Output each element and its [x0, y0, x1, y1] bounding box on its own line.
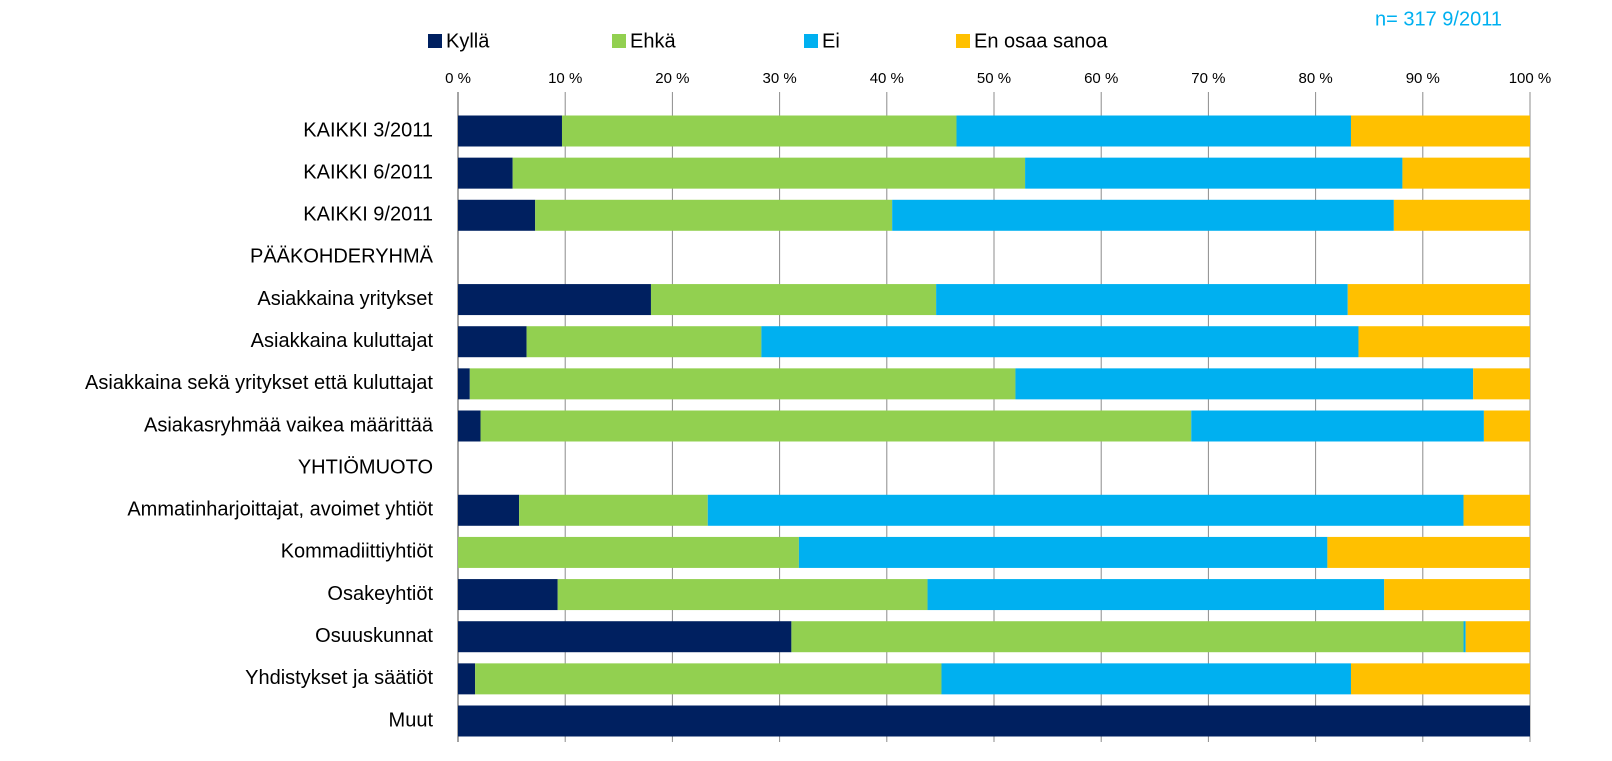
y-tick-label: Ammatinharjoittajat, avoimet yhtiöt [127, 499, 433, 521]
x-tick-label: 90 % [1406, 70, 1440, 87]
bar-segment [458, 705, 1530, 737]
y-tick-label: Osuuskunnat [315, 625, 433, 647]
bar-segment [1483, 410, 1530, 442]
legend-swatch [612, 34, 626, 48]
bar-segment [535, 199, 893, 231]
y-tick-label: KAIKKI 3/2011 [303, 119, 433, 141]
x-tick-label: 60 % [1084, 70, 1118, 87]
x-tick-label: 50 % [977, 70, 1011, 87]
bar-segment [458, 284, 651, 316]
x-tick-label: 100 % [1509, 70, 1552, 87]
bar-segment [526, 326, 762, 358]
bar-segment [1347, 284, 1530, 316]
bar-segment [1350, 663, 1530, 695]
y-tick-label: Asiakkaina kuluttajat [251, 330, 434, 352]
bar-segment [707, 494, 1464, 526]
bar-segment [519, 494, 708, 526]
bar-segment [557, 579, 928, 611]
bar-segment [1463, 621, 1466, 653]
y-tick-label: YHTIÖMUOTO [298, 456, 433, 478]
legend-swatch [956, 34, 970, 48]
bar-segment [512, 157, 1026, 189]
bar-segment [1025, 157, 1403, 189]
bar-segment [936, 284, 1348, 316]
bar-segment [956, 115, 1351, 147]
bar-segment [650, 284, 937, 316]
y-tick-label: PÄÄKOHDERYHMÄ [250, 246, 434, 268]
bar-segment [458, 579, 558, 611]
x-tick-label: 30 % [762, 70, 796, 87]
bar-segment [469, 368, 1016, 400]
bar-segment [798, 536, 1328, 568]
x-tick-label: 10 % [548, 70, 582, 87]
bar-segment [1384, 579, 1530, 611]
bar-segment [458, 115, 562, 147]
y-tick-label: Muut [389, 709, 434, 731]
x-tick-label: 20 % [655, 70, 689, 87]
bar-segment [561, 115, 957, 147]
y-tick-label: Kommadiittiyhtiöt [281, 541, 434, 563]
x-tick-label: 80 % [1298, 70, 1332, 87]
bar-segment [458, 536, 799, 568]
bar-segment [475, 663, 942, 695]
bar-segment [1358, 326, 1530, 358]
bar-segment [458, 494, 520, 526]
y-tick-label: Asiakkaina sekä yritykset että kuluttaja… [85, 372, 433, 394]
bar-segment [1393, 199, 1530, 231]
bar-segment [458, 410, 481, 442]
bar-segment [1015, 368, 1474, 400]
bar-segment [458, 326, 527, 358]
legend-label: Ehkä [630, 30, 676, 52]
bar-segment [1473, 368, 1530, 400]
annotation: n= 317 9/2011 [1375, 8, 1502, 30]
bar-segment [458, 157, 513, 189]
y-tick-label: Asiakkaina yritykset [257, 288, 433, 310]
bar-segment [1463, 494, 1530, 526]
bar-segment [1191, 410, 1484, 442]
bar-segment [1465, 621, 1530, 653]
bar-segment [761, 326, 1359, 358]
bar-segment [480, 410, 1192, 442]
bar-segment [458, 663, 476, 695]
bar-segment [1350, 115, 1530, 147]
y-tick-label: Asiakasryhmää vaikea määrittää [144, 414, 434, 436]
bar-segment [941, 663, 1351, 695]
bar-segment [1327, 536, 1530, 568]
y-tick-label: Osakeyhtiöt [327, 583, 433, 605]
legend-label: Ei [822, 30, 840, 52]
legend-label: En osaa sanoa [974, 30, 1108, 52]
x-tick-label: 40 % [870, 70, 904, 87]
y-tick-label: Yhdistykset ja säätiöt [245, 667, 433, 689]
bar-segment [892, 199, 1394, 231]
bar-segment [791, 621, 1464, 653]
bar-segment [458, 621, 792, 653]
bar-segment [1402, 157, 1530, 189]
bar-segment [458, 199, 536, 231]
x-tick-label: 0 % [445, 70, 471, 87]
bar-segment [458, 368, 470, 400]
y-tick-label: KAIKKI 6/2011 [303, 161, 433, 183]
legend-swatch [804, 34, 818, 48]
y-tick-label: KAIKKI 9/2011 [303, 204, 433, 226]
legend-swatch [428, 34, 442, 48]
bar-segment [927, 579, 1385, 611]
x-tick-label: 70 % [1191, 70, 1225, 87]
legend-label: Kyllä [446, 30, 490, 52]
